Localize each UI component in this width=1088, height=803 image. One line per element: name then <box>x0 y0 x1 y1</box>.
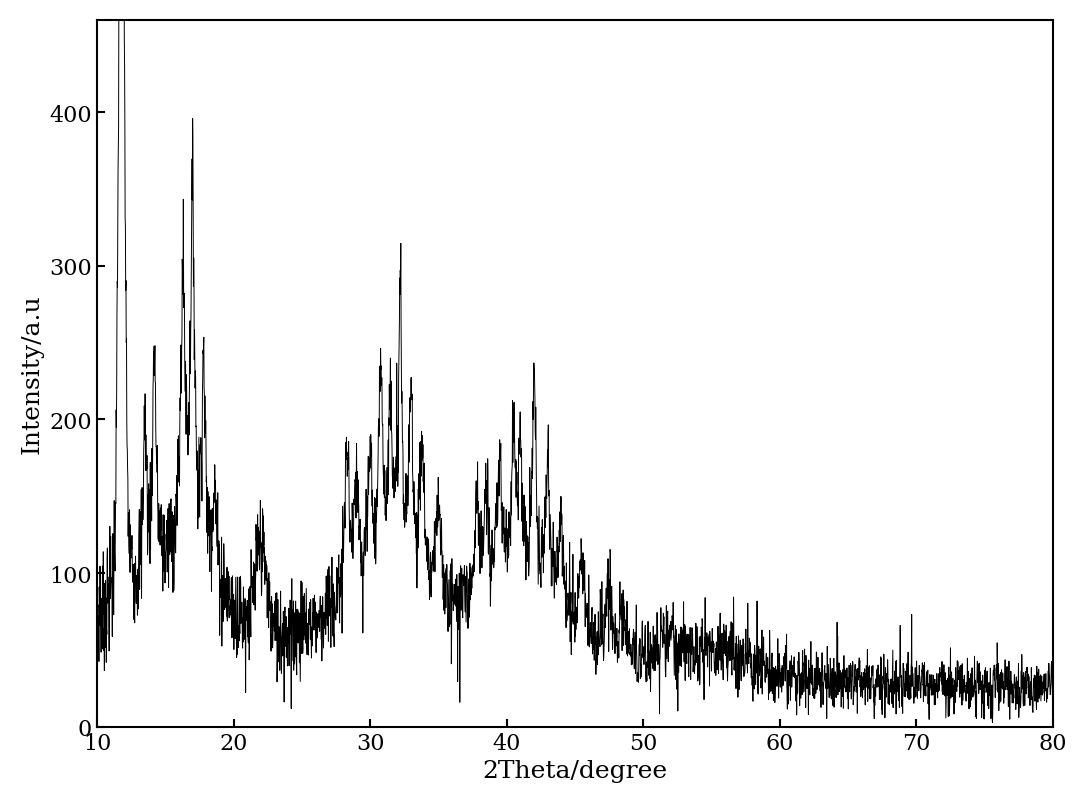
Y-axis label: Intensity/a.u: Intensity/a.u <box>21 294 44 454</box>
X-axis label: 2Theta/degree: 2Theta/degree <box>482 759 668 782</box>
